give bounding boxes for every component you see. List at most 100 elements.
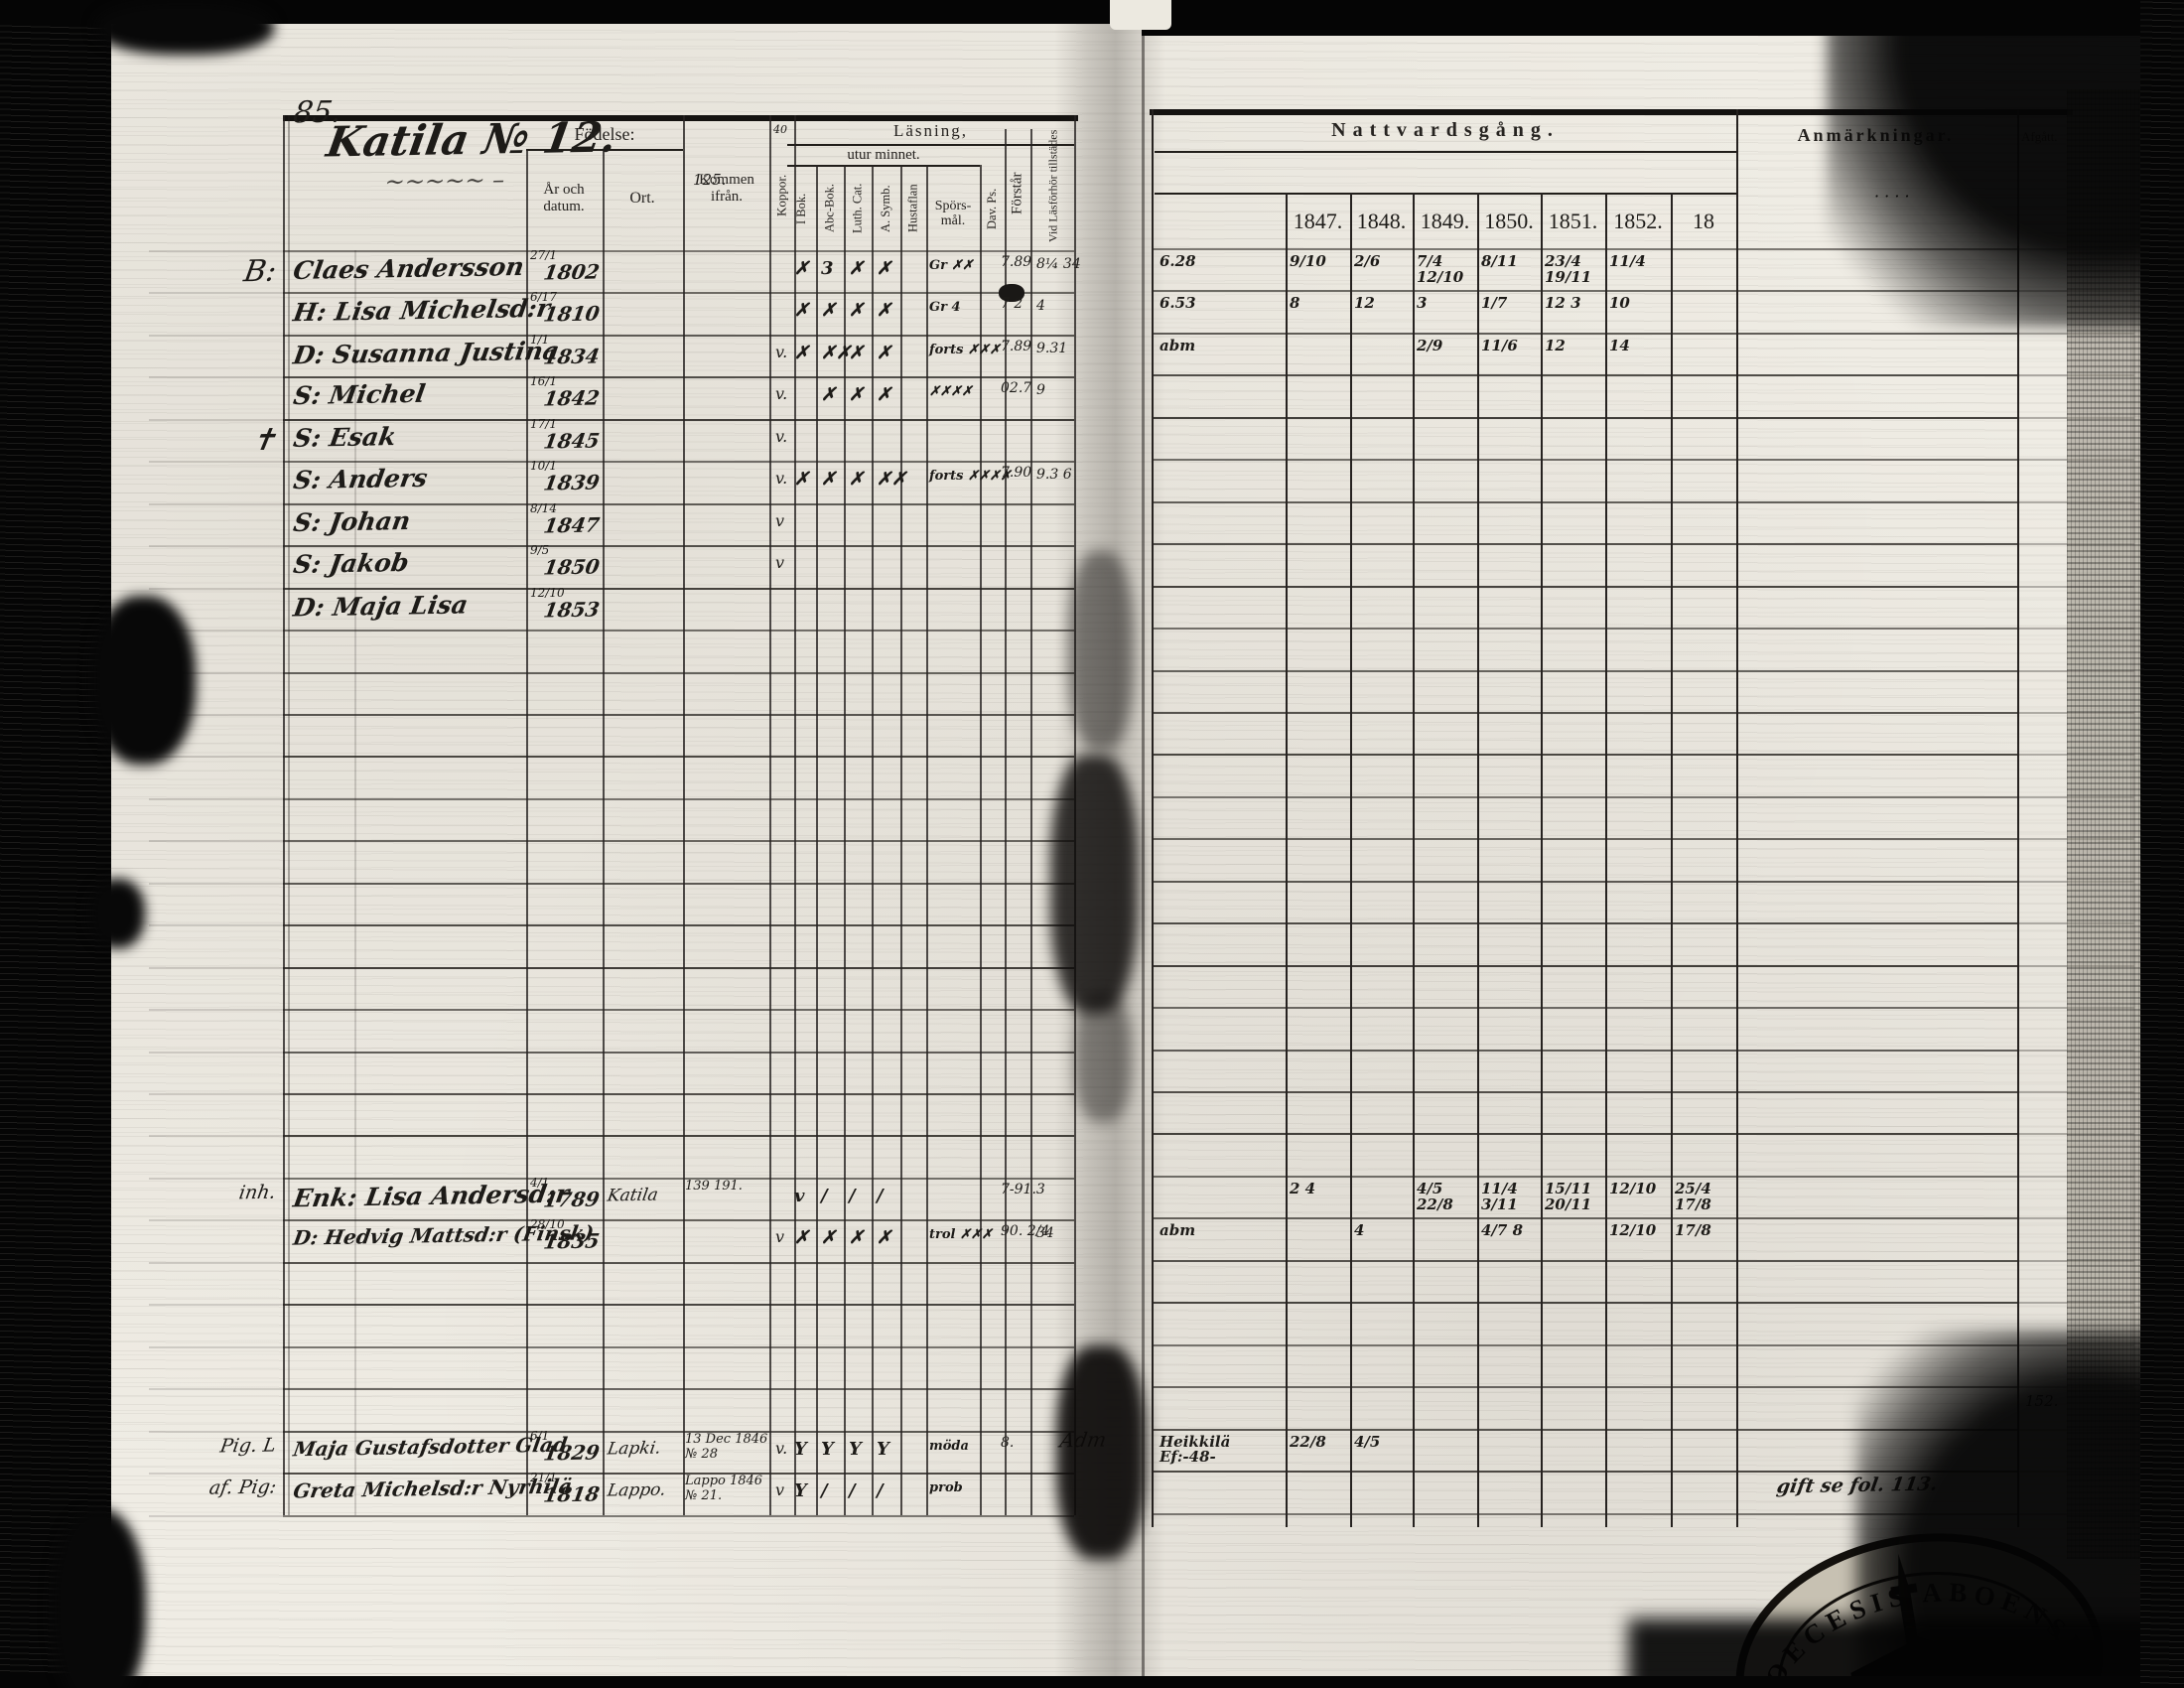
communion-mark: abm: [1160, 336, 1196, 354]
communion-mark: 12: [1354, 294, 1375, 313]
communion-mark: 17/8: [1675, 1221, 1711, 1240]
table-row-line: [283, 672, 1074, 674]
reading-mark: ✗: [849, 1227, 865, 1249]
reading-col-header: Dav. Ps.: [985, 188, 999, 229]
entry-ort: Katila: [606, 1185, 660, 1206]
reading-mark: ✗: [821, 300, 837, 322]
koppor-note: 40: [773, 123, 787, 136]
communion-mark: 23/4 19/11: [1545, 252, 1592, 286]
table-row-line: [283, 1052, 1074, 1054]
entry-koppor-mark: v.: [775, 342, 788, 361]
table-row-line: [1152, 881, 2017, 883]
scan-edge-left: [0, 0, 111, 1688]
communion-mark: 4: [1354, 1221, 1365, 1240]
entry-birth-year: 1850: [542, 554, 602, 580]
table-row-line: [283, 461, 1074, 463]
communion-mark: 4/7 8: [1481, 1221, 1524, 1240]
year-label: 18: [1693, 209, 1714, 233]
header-forstar: Förstår: [1009, 172, 1025, 215]
table-column-line: [1605, 193, 1607, 1527]
entry-ort: Lappo.: [606, 1479, 668, 1501]
table-column-line: [2017, 109, 2019, 1527]
table-column-line: [354, 250, 356, 1515]
reading-mark: /: [849, 1480, 856, 1502]
reading-mark: ✗: [821, 1227, 837, 1249]
table-column-line: [900, 165, 902, 1515]
ink-stain: [1050, 755, 1138, 1013]
reading-mark: prob: [929, 1480, 963, 1496]
header-rule: [787, 144, 1074, 146]
table-row-line: [149, 1135, 283, 1137]
entry-birth-day: 16/1: [530, 374, 557, 389]
reading-mark: ✗✗: [821, 342, 852, 363]
table-row-line: [1152, 670, 2017, 672]
header-kommen-ifran: Kommen ifrån.: [699, 172, 754, 205]
table-column-line: [1350, 193, 1352, 1527]
table-row-line: [283, 419, 1074, 421]
entry-koppor-mark: v.: [775, 384, 788, 404]
entry-margin-label: ✝: [248, 422, 279, 459]
table-column-line: [1541, 193, 1543, 1527]
table-column-line: [980, 165, 982, 1515]
entry-name: S: Michel: [291, 379, 428, 411]
table-column-line: [283, 115, 285, 1515]
reading-mark: ✗✗: [877, 469, 907, 491]
table-row-line: [283, 1219, 1074, 1221]
table-row-line: [149, 292, 283, 294]
table-row-line: [283, 503, 1074, 505]
table-row-line: [149, 714, 283, 716]
table-row-line: [283, 1431, 1074, 1433]
table-row-line: [283, 714, 1074, 716]
reading-col-header: I Bok.: [794, 193, 808, 224]
communion-mark: 11/6: [1481, 336, 1518, 354]
reading-mark: ✗: [794, 300, 810, 322]
header-rule: [1155, 151, 1736, 153]
table-row-line: [1152, 417, 2017, 419]
entry-birth-day: 1/1: [530, 332, 550, 347]
reading-mark: /: [821, 1185, 828, 1206]
table-column-line: [1005, 129, 1007, 1515]
entry-birth-year: 1835: [542, 1228, 602, 1254]
right-margin-note: 152.: [2025, 1392, 2059, 1410]
communion-mark: 25/4 17/8: [1675, 1179, 1711, 1213]
table-row-line: [149, 883, 283, 885]
entry-birth-year: 1842: [542, 385, 602, 411]
table-row-line: [283, 1009, 1074, 1011]
entry-birth-day: 6/1: [530, 1428, 550, 1443]
vid-lasforhor-value: 9: [1036, 382, 1045, 399]
communion-mark: 11/4 3/11: [1481, 1179, 1518, 1213]
header-lasning: Läsning,: [892, 121, 969, 140]
reading-mark: ✗: [821, 384, 837, 406]
table-row-line: [283, 967, 1074, 969]
diocese-seal-stamp: DIOECESIS ABOENSIS SIGIL.: [1729, 1533, 2104, 1688]
forstar-value: 8.: [1001, 1434, 1015, 1451]
scan-blot-left: [91, 596, 196, 765]
entry-name: S: Esak: [291, 421, 399, 453]
ink-blot: [999, 284, 1024, 302]
table-column-line: [816, 165, 818, 1515]
communion-mark: gift se fol. 113.: [1775, 1473, 1940, 1498]
entry-birth-day: 6/17: [530, 290, 557, 305]
entry-birth-year: 1847: [542, 512, 602, 538]
table-row-line: [1152, 712, 2017, 714]
header-ort: Ort.: [629, 190, 655, 207]
table-row-line: [1152, 1513, 2017, 1515]
table-column-line: [1152, 109, 1154, 1527]
reading-mark: /: [849, 1185, 856, 1206]
entry-birth-year: 1818: [542, 1481, 602, 1507]
table-row-line: [1152, 796, 2017, 798]
reading-mark: ✗: [794, 342, 810, 363]
communion-mark: 2 4: [1290, 1179, 1316, 1197]
reading-mark: möda: [929, 1438, 969, 1454]
table-row-line: [149, 840, 283, 842]
reading-mark: Y: [849, 1438, 862, 1460]
communion-mark: 12/10: [1609, 1179, 1657, 1197]
vid-lasforhor-value: 9.31: [1036, 340, 1068, 356]
reading-mark: ✗: [849, 342, 865, 363]
year-label: 1850.: [1484, 209, 1534, 233]
reading-mark: 3: [821, 258, 834, 279]
header-utur-minnet: utur minnet.: [847, 146, 920, 163]
table-row-line: [149, 1304, 283, 1306]
table-row-line: [283, 1515, 1074, 1517]
table-column-line: [769, 115, 771, 1515]
